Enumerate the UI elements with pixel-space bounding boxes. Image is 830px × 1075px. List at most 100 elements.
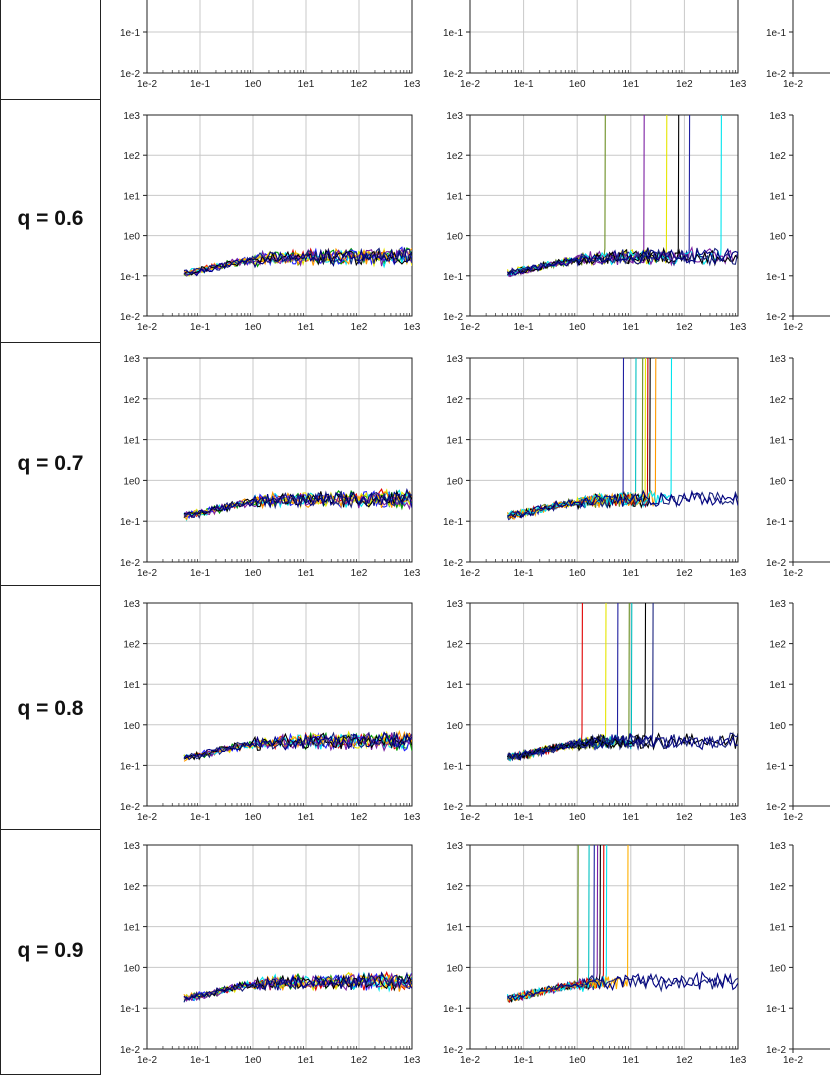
col3-y-tick-label: 1e-1 (766, 517, 786, 528)
panel-6-series-line (183, 731, 412, 761)
col3-y-tick-label: 1e3 (769, 354, 786, 365)
panel-7-y-tick-label: 1e-2 (443, 802, 463, 813)
panel-2-frame (146, 114, 413, 317)
panel-4-x-tick-label: 1e1 (298, 568, 315, 579)
panel-5-x-tick-label: 1e2 (676, 568, 693, 579)
panel-7-x-tick-label: 1e0 (569, 812, 586, 823)
panel-3-x-tick-label: 1e-2 (460, 322, 480, 333)
panel-3-y-tick-label: 1e1 (446, 191, 463, 202)
col3-y-tick-label: 1e2 (769, 151, 786, 162)
panel-9-x-tick-label: 1e-1 (514, 1055, 534, 1066)
panel-9-series-line (507, 845, 599, 1003)
col3-x-tick-label: 1e-2 (783, 812, 803, 823)
row-cell-q08 (0, 586, 101, 830)
col3-y-tick-label: 1e0 (769, 476, 786, 487)
panel-1-y-tick-label: 1e-1 (443, 28, 463, 39)
panel-7-x-tick-label: 1e2 (676, 812, 693, 823)
panel-0-x-tick-label: 1e1 (298, 79, 315, 90)
panel-3-y-tick-label: 1e3 (446, 111, 463, 122)
col3-y-tick-label: 1e2 (769, 640, 786, 651)
panel-5-x-tick-label: 1e-2 (460, 568, 480, 579)
panel-4-x-tick-label: 1e-1 (190, 568, 210, 579)
col3-x-tick-label: 1e-2 (783, 322, 803, 333)
row-cell-top (0, 0, 101, 100)
panel-7-y-tick-label: 1e-1 (443, 761, 463, 772)
panel-9-series-line (506, 845, 608, 1001)
col3-y-tick-label: 1e-2 (766, 69, 786, 80)
panel-6-x-tick-label: 1e0 (245, 812, 262, 823)
panel-9-series-line (507, 970, 738, 1001)
panel-0-x-tick-label: 1e2 (351, 79, 368, 90)
row-cell-q06 (0, 100, 101, 343)
panel-6-y-tick-label: 1e-2 (120, 802, 140, 813)
panel-9-y-tick-label: 1e2 (446, 882, 463, 893)
panel-8-y-tick-label: 1e2 (123, 882, 140, 893)
panel-4-y-tick-label: 1e1 (123, 436, 140, 447)
panel-6-x-tick-label: 1e2 (351, 812, 368, 823)
col3-y-tick-label: 1e3 (769, 111, 786, 122)
panel-4-series-line (183, 490, 412, 519)
panel-1-frame (469, 0, 739, 74)
panel-5-y-tick-label: 1e3 (446, 354, 463, 365)
panel-3-x-tick-label: 1e2 (676, 322, 693, 333)
col3-y-tick-label: 1e1 (769, 191, 786, 202)
panel-7-x-tick-label: 1e-2 (460, 812, 480, 823)
panel-6-series-line (183, 731, 412, 759)
panel-9-series-line (506, 845, 595, 1003)
panel-0-x-tick-label: 1e3 (404, 79, 421, 90)
panel-8-x-tick-label: 1e-1 (190, 1055, 210, 1066)
panel-2-y-tick-label: 1e-2 (120, 312, 140, 323)
panel-8-series-line (183, 972, 412, 1003)
row-label-q09: q = 0.9 (17, 939, 84, 962)
panel-8-y-tick-label: 1e-1 (120, 1004, 140, 1015)
panel-2-x-tick-label: 1e0 (245, 322, 262, 333)
panel-5-frame (469, 357, 739, 563)
panel-2-series-line (183, 247, 412, 277)
panel-6-x-tick-label: 1e3 (404, 812, 421, 823)
panel-4-x-tick-label: 1e-2 (137, 568, 157, 579)
col3-y-tick-label: 1e-2 (766, 558, 786, 569)
col3-x-tick-label: 1e-2 (783, 79, 803, 90)
panel-0-y-tick-label: 1e-1 (120, 28, 140, 39)
panel-5-y-tick-label: 1e2 (446, 395, 463, 406)
panel-3-y-tick-label: 1e2 (446, 151, 463, 162)
panel-5-series-line (506, 358, 625, 521)
panel-9-series-line (507, 845, 629, 1002)
panel-6-y-tick-label: 1e2 (123, 640, 140, 651)
panel-3-y-tick-label: 1e-2 (443, 312, 463, 323)
panel-3-frame (469, 114, 739, 317)
panel-7-series-line (506, 603, 607, 762)
col3-y-tick-label: 1e1 (769, 436, 786, 447)
panel-0-y-tick-label: 1e-2 (120, 69, 140, 80)
panel-7-x-tick-label: 1e3 (730, 812, 747, 823)
panel-8-y-tick-label: 1e-2 (120, 1045, 140, 1056)
panel-1-x-tick-label: 1e-2 (460, 79, 480, 90)
panel-5-y-tick-label: 1e1 (446, 436, 463, 447)
panel-8-frame (146, 844, 413, 1050)
panel-4-y-tick-label: 1e-2 (120, 558, 140, 569)
panel-0-x-tick-label: 1e-2 (137, 79, 157, 90)
panel-7-series-line (506, 603, 647, 760)
panel-2-x-tick-label: 1e2 (351, 322, 368, 333)
col3-y-tick-label: 1e0 (769, 963, 786, 974)
panel-7-y-tick-label: 1e1 (446, 680, 463, 691)
panel-2-y-tick-label: 1e2 (123, 151, 140, 162)
panel-3-x-tick-label: 1e3 (730, 322, 747, 333)
panel-8-series-line (183, 971, 412, 1000)
panel-5-series-line (507, 489, 738, 519)
panel-9-y-tick-label: 1e1 (446, 923, 463, 934)
row-label-q08: q = 0.8 (17, 697, 84, 720)
row-label-q06: q = 0.6 (17, 207, 84, 230)
col3-y-tick-label: 1e2 (769, 882, 786, 893)
panel-9-series-line (506, 845, 579, 1004)
panel-0-frame (146, 0, 413, 74)
panel-7-series-line (507, 603, 630, 761)
panel-9-y-tick-label: 1e0 (446, 963, 463, 974)
panel-1-y-tick-label: 1e-2 (443, 69, 463, 80)
panel-8-x-tick-label: 1e0 (245, 1055, 262, 1066)
row-cell-q07 (0, 343, 101, 586)
panel-1-x-tick-label: 1e0 (569, 79, 586, 90)
panel-8-y-tick-label: 1e0 (123, 963, 140, 974)
col3-x-tick-label: 1e-2 (783, 1055, 803, 1066)
